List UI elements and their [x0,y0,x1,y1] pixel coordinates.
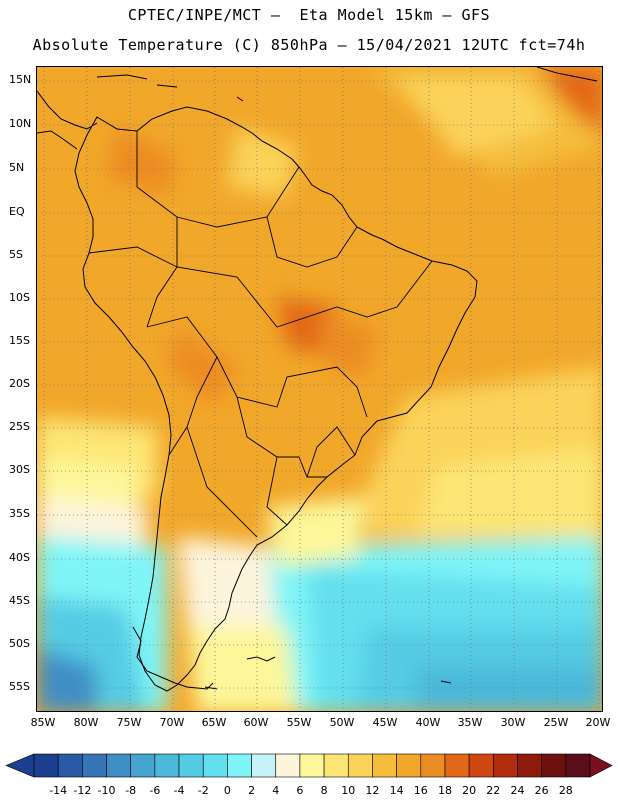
lat-label: 10S [9,291,30,304]
lat-label: 15S [9,334,30,347]
lat-label: 30S [9,463,30,476]
colorbar-swatch [154,753,180,778]
colorbar-swatch [396,753,422,778]
graticule [37,67,602,711]
colorbar-tick-label: -6 [149,784,161,797]
tierra-del-fuego [132,626,214,690]
colorbar-tick-label: 26 [534,784,549,797]
colorbar-swatch [106,753,131,778]
lon-label: 20W [585,716,611,729]
temperature-map [36,66,603,712]
colorbar-tick-label: 24 [510,784,525,797]
lat-label: 5N [9,161,25,174]
lon-label: 50W [329,716,355,729]
lon-label: 75W [116,716,142,729]
lon-label: 80W [73,716,99,729]
colorbar-swatch [517,753,542,778]
colorbar-swatch [541,753,567,778]
map-subtitle: Absolute Temperature (C) 850hPa – 15/04/… [32,36,586,54]
colorbar-tick-label: 2 [248,784,256,797]
lon-label: 60W [243,716,269,729]
lat-label: EQ [9,205,25,218]
lat-label: 40S [9,551,30,564]
colorbar-tick-label: 18 [437,784,452,797]
colorbar-low-arrow [5,753,35,778]
colorbar-swatch [347,753,373,778]
colorbar-swatch [299,753,325,778]
lon-label: 45W [372,716,398,729]
colorbar-swatch [323,753,349,778]
colorbar-tick-label: 6 [296,784,304,797]
south-america-coastline [74,106,478,692]
colorbar-swatch [372,753,397,778]
lat-label: 45S [9,594,30,607]
lon-label: 70W [159,716,185,729]
colorbar-tick-label: 22 [486,784,501,797]
colorbar-swatch [420,753,446,778]
temperature-field-shading [37,67,602,711]
colorbar-swatch [493,753,518,778]
country-borders [88,131,433,538]
colorbar-swatch [275,753,301,778]
lon-label: 35W [457,716,483,729]
colorbar-tick-label: -4 [173,784,185,797]
lat-label: 10N [9,117,32,130]
colorbar-tick-label: -2 [197,784,209,797]
lat-label: 15N [9,73,32,86]
colorbar-tick-label: -14 [49,784,68,797]
lat-label: 35S [9,507,30,520]
colorbar-tick-label: 8 [320,784,328,797]
colorbar-tick-label: 12 [365,784,380,797]
colorbar-tick-label: 20 [462,784,477,797]
colorbar-swatch [202,753,228,778]
colorbar-swatch [468,753,494,778]
map-title: CPTEC/INPE/MCT – Eta Model 15km – GFS [127,6,491,24]
lon-label: 65W [201,716,227,729]
caribbean-islands [96,67,598,102]
lat-label: 25S [9,420,30,433]
colorbar-tick-label: -8 [125,784,137,797]
colorbar-swatch [227,753,252,778]
colorbar-tick-label: 0 [223,784,231,797]
colorbar-tick-label: 28 [558,784,573,797]
colorbar-swatch [33,753,59,778]
colorbar-swatch [444,753,470,778]
lat-label: 55S [9,680,30,693]
lon-label: 30W [500,716,526,729]
falkland-islands [204,656,452,690]
lat-label: 50S [9,637,30,650]
colorbar-tick-label: 4 [272,784,280,797]
color-scale-bar [5,753,613,778]
colorbar-tick-label: -12 [73,784,92,797]
colorbar-swatch [130,753,156,778]
lat-label: 20S [9,377,30,390]
colorbar-tick-label: 16 [413,784,428,797]
colorbar-swatch [251,753,277,778]
colorbar-swatch [57,753,83,778]
colorbar-tick-label: 10 [341,784,356,797]
colorbar-tick-label: 14 [389,784,404,797]
colorbar-swatch [565,753,591,778]
lon-label: 25W [543,716,569,729]
central-america-coastline [37,90,98,150]
lon-label: 40W [415,716,441,729]
colorbar-high-arrow [589,753,613,778]
lon-label: 55W [286,716,312,729]
colorbar-tick-label: -10 [97,784,116,797]
colorbar-swatch [178,753,204,778]
lon-label: 85W [30,716,56,729]
colorbar-swatch [82,753,107,778]
lat-label: 5S [9,248,23,261]
